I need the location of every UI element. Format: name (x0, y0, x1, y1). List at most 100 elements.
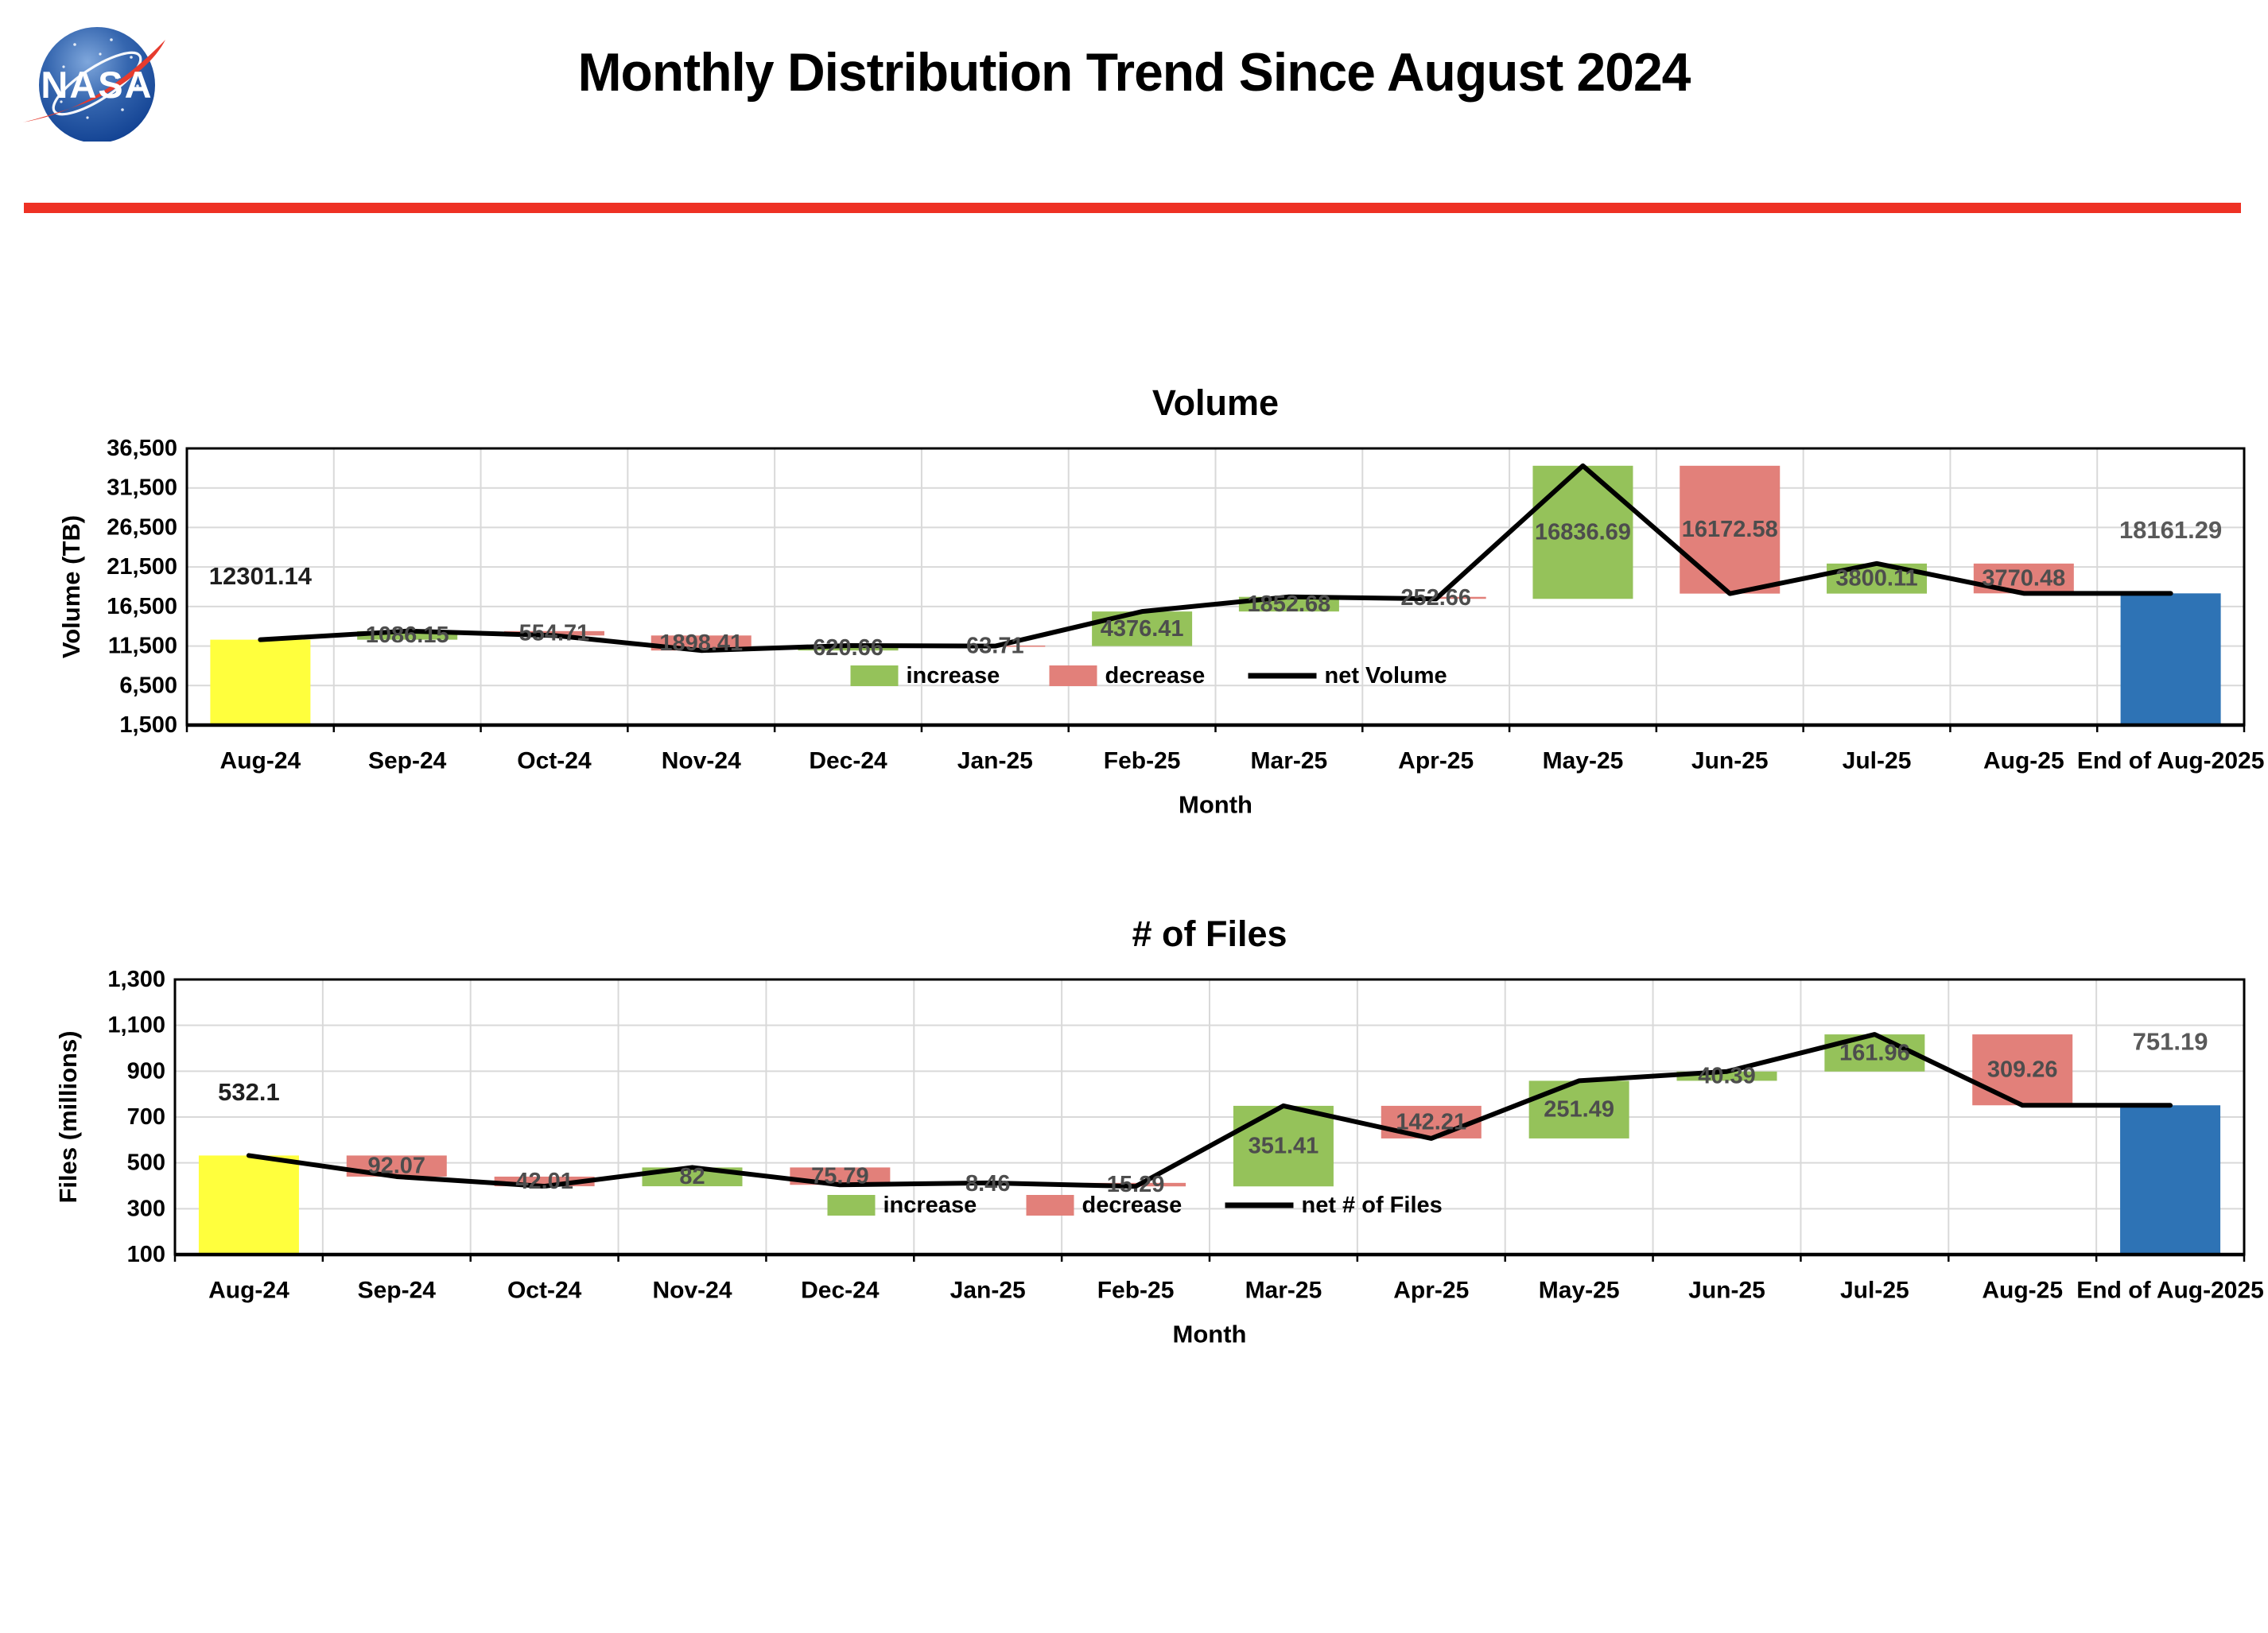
data-label-Feb-25: 15.29 (1107, 1172, 1165, 1197)
net-line-series (246, 1032, 2173, 1189)
title-divider-line (24, 203, 2241, 213)
y-axis-title: Files (millions) (54, 1030, 82, 1203)
x-tick-label-Sep-24: Sep-24 (358, 1278, 437, 1304)
x-tick-label-Feb-25: Feb-25 (1104, 748, 1181, 774)
x-tick-label-Apr-25: Apr-25 (1398, 748, 1474, 774)
data-label-Aug-25: 3770.48 (1982, 566, 2065, 592)
data-label-May-25: 251.49 (1544, 1097, 1614, 1123)
legend-increase-swatch (850, 665, 899, 686)
nasa-logo: NASA (22, 27, 165, 142)
bar-End of Aug-2025 (2120, 593, 2221, 725)
nasa-logo-text: NASA (41, 64, 153, 106)
x-tick-label-Nov-24: Nov-24 (662, 748, 741, 774)
bar-Aug-25 (1972, 1034, 2073, 1106)
bar-May-25 (1528, 1080, 1629, 1138)
bar-Dec-24 (798, 646, 899, 651)
x-tick-label-Aug-24: Aug-24 (208, 1278, 289, 1304)
bar-Jun-25 (1676, 1071, 1777, 1081)
x-tick-label-Feb-25: Feb-25 (1097, 1278, 1175, 1304)
data-label-Dec-24: 620.66 (813, 635, 884, 661)
y-tick-label: 300 (127, 1196, 165, 1221)
legend-label-0: increase (907, 663, 1000, 688)
legend-decrease-swatch (1049, 665, 1097, 686)
files-chart: # of Files 100 300 500 700 900 1,100 1,300 Files… (54, 913, 2264, 1348)
bar-Sep-24 (357, 630, 458, 640)
x-tick-label-Jan-25: Jan-25 (957, 748, 1033, 774)
data-label-Jul-25: 3800.11 (1835, 566, 1917, 592)
y-axis-title: Volume (TB) (57, 515, 85, 658)
legend-label-2: net # of Files (1302, 1193, 1443, 1218)
x-tick-label-Mar-25: Mar-25 (1251, 748, 1328, 774)
legend-label-2: net Volume (1325, 663, 1447, 688)
data-label-Mar-25: 351.41 (1249, 1134, 1319, 1159)
bar-Aug-24 (198, 1155, 299, 1255)
x-tick-label-Jun-25: Jun-25 (1688, 1278, 1765, 1304)
orbit-ellipse (52, 51, 142, 116)
y-tick-label: 26,500 (107, 514, 177, 540)
star-dots (60, 38, 139, 119)
bar-Jun-25 (1680, 465, 1781, 594)
x-tick-label-May-25: May-25 (1539, 1278, 1620, 1304)
data-label-Aug-24: 532.1 (218, 1078, 280, 1106)
data-label-Jun-25: 40.39 (1698, 1064, 1756, 1089)
x-tick-label-Jul-25: Jul-25 (1840, 1278, 1909, 1304)
nasa-sphere: NASA (22, 27, 165, 142)
x-tick-label-Dec-24: Dec-24 (809, 748, 887, 774)
bar-Mar-25 (1233, 1105, 1334, 1187)
x-tick-label-Mar-25: Mar-25 (1245, 1278, 1322, 1304)
x-tick-label-End of Aug-2025: End of Aug-2025 (2076, 1278, 2264, 1304)
y-tick-label: 1,300 (107, 967, 165, 992)
data-label-Jan-25: 8.46 (965, 1171, 1010, 1197)
x-tick-label-Aug-24: Aug-24 (220, 748, 301, 774)
bar-End of Aug-2025 (2120, 1105, 2221, 1255)
x-tick-label-Apr-25: Apr-25 (1393, 1278, 1469, 1304)
y-tick-label: 16,500 (107, 594, 177, 619)
data-label-Aug-25: 309.26 (1987, 1057, 2058, 1083)
data-label-End of Aug-2025: 18161.29 (2119, 516, 2222, 544)
x-tick-label-Nov-24: Nov-24 (652, 1278, 732, 1304)
x-axis-title: Month (1173, 1321, 1247, 1348)
x-tick-label-Sep-24: Sep-24 (368, 748, 447, 774)
x-tick-label-Oct-24: Oct-24 (507, 1278, 582, 1304)
x-tick-label-Jun-25: Jun-25 (1691, 748, 1769, 774)
y-tick-label: 6,500 (119, 673, 177, 698)
data-label-Aug-24: 12301.14 (209, 562, 313, 590)
data-label-Nov-24: 82 (679, 1164, 705, 1189)
data-label-Dec-24: 75.79 (811, 1163, 869, 1189)
data-label-Apr-25: 142.21 (1396, 1109, 1466, 1135)
bar-Aug-24 (210, 639, 311, 725)
legend-label-1: decrease (1105, 663, 1206, 688)
data-label-Nov-24: 1898.41 (659, 630, 743, 656)
y-tick-label: 1,500 (119, 712, 177, 738)
page-title: Monthly Distribution Trend Since August … (577, 42, 1691, 103)
x-axis-title: Month (1179, 791, 1252, 819)
y-tick-label: 11,500 (108, 634, 177, 659)
data-label-Jul-25: 161.96 (1839, 1040, 1910, 1065)
y-tick-label: 100 (127, 1242, 165, 1267)
x-tick-label-Oct-24: Oct-24 (517, 748, 592, 774)
x-tick-label-Jul-25: Jul-25 (1843, 748, 1912, 774)
net-line-series (258, 463, 2173, 654)
y-tick-label: 1,100 (107, 1013, 165, 1038)
data-label-Jan-25: 63.71 (966, 633, 1024, 658)
bar-May-25 (1532, 465, 1633, 599)
y-tick-label: 31,500 (107, 475, 177, 501)
volume-chart: Volume 1,500 6,500 11,500 16,500 21,500 26,500… (57, 382, 2264, 819)
data-label-Jun-25: 16172.58 (1682, 517, 1778, 542)
x-tick-label-Dec-24: Dec-24 (801, 1278, 880, 1304)
data-label-Sep-24: 92.07 (367, 1154, 425, 1179)
y-tick-label: 900 (127, 1058, 165, 1084)
data-label-Mar-25: 1852.68 (1247, 592, 1330, 617)
data-label-Sep-24: 1086.15 (366, 623, 449, 648)
chart-title: Volume (1152, 382, 1279, 423)
data-label-Feb-25: 4376.41 (1101, 616, 1184, 642)
data-label-Oct-24: 42.01 (515, 1169, 573, 1194)
data-label-Apr-25: 252.66 (1400, 585, 1471, 611)
legend-label-1: decrease (1082, 1193, 1183, 1218)
x-tick-label-May-25: May-25 (1543, 748, 1624, 774)
chart-title: # of Files (1132, 913, 1287, 954)
data-label-Oct-24: 554.71 (519, 621, 590, 646)
data-label-May-25: 16836.69 (1535, 520, 1631, 545)
y-tick-label: 500 (127, 1150, 165, 1176)
